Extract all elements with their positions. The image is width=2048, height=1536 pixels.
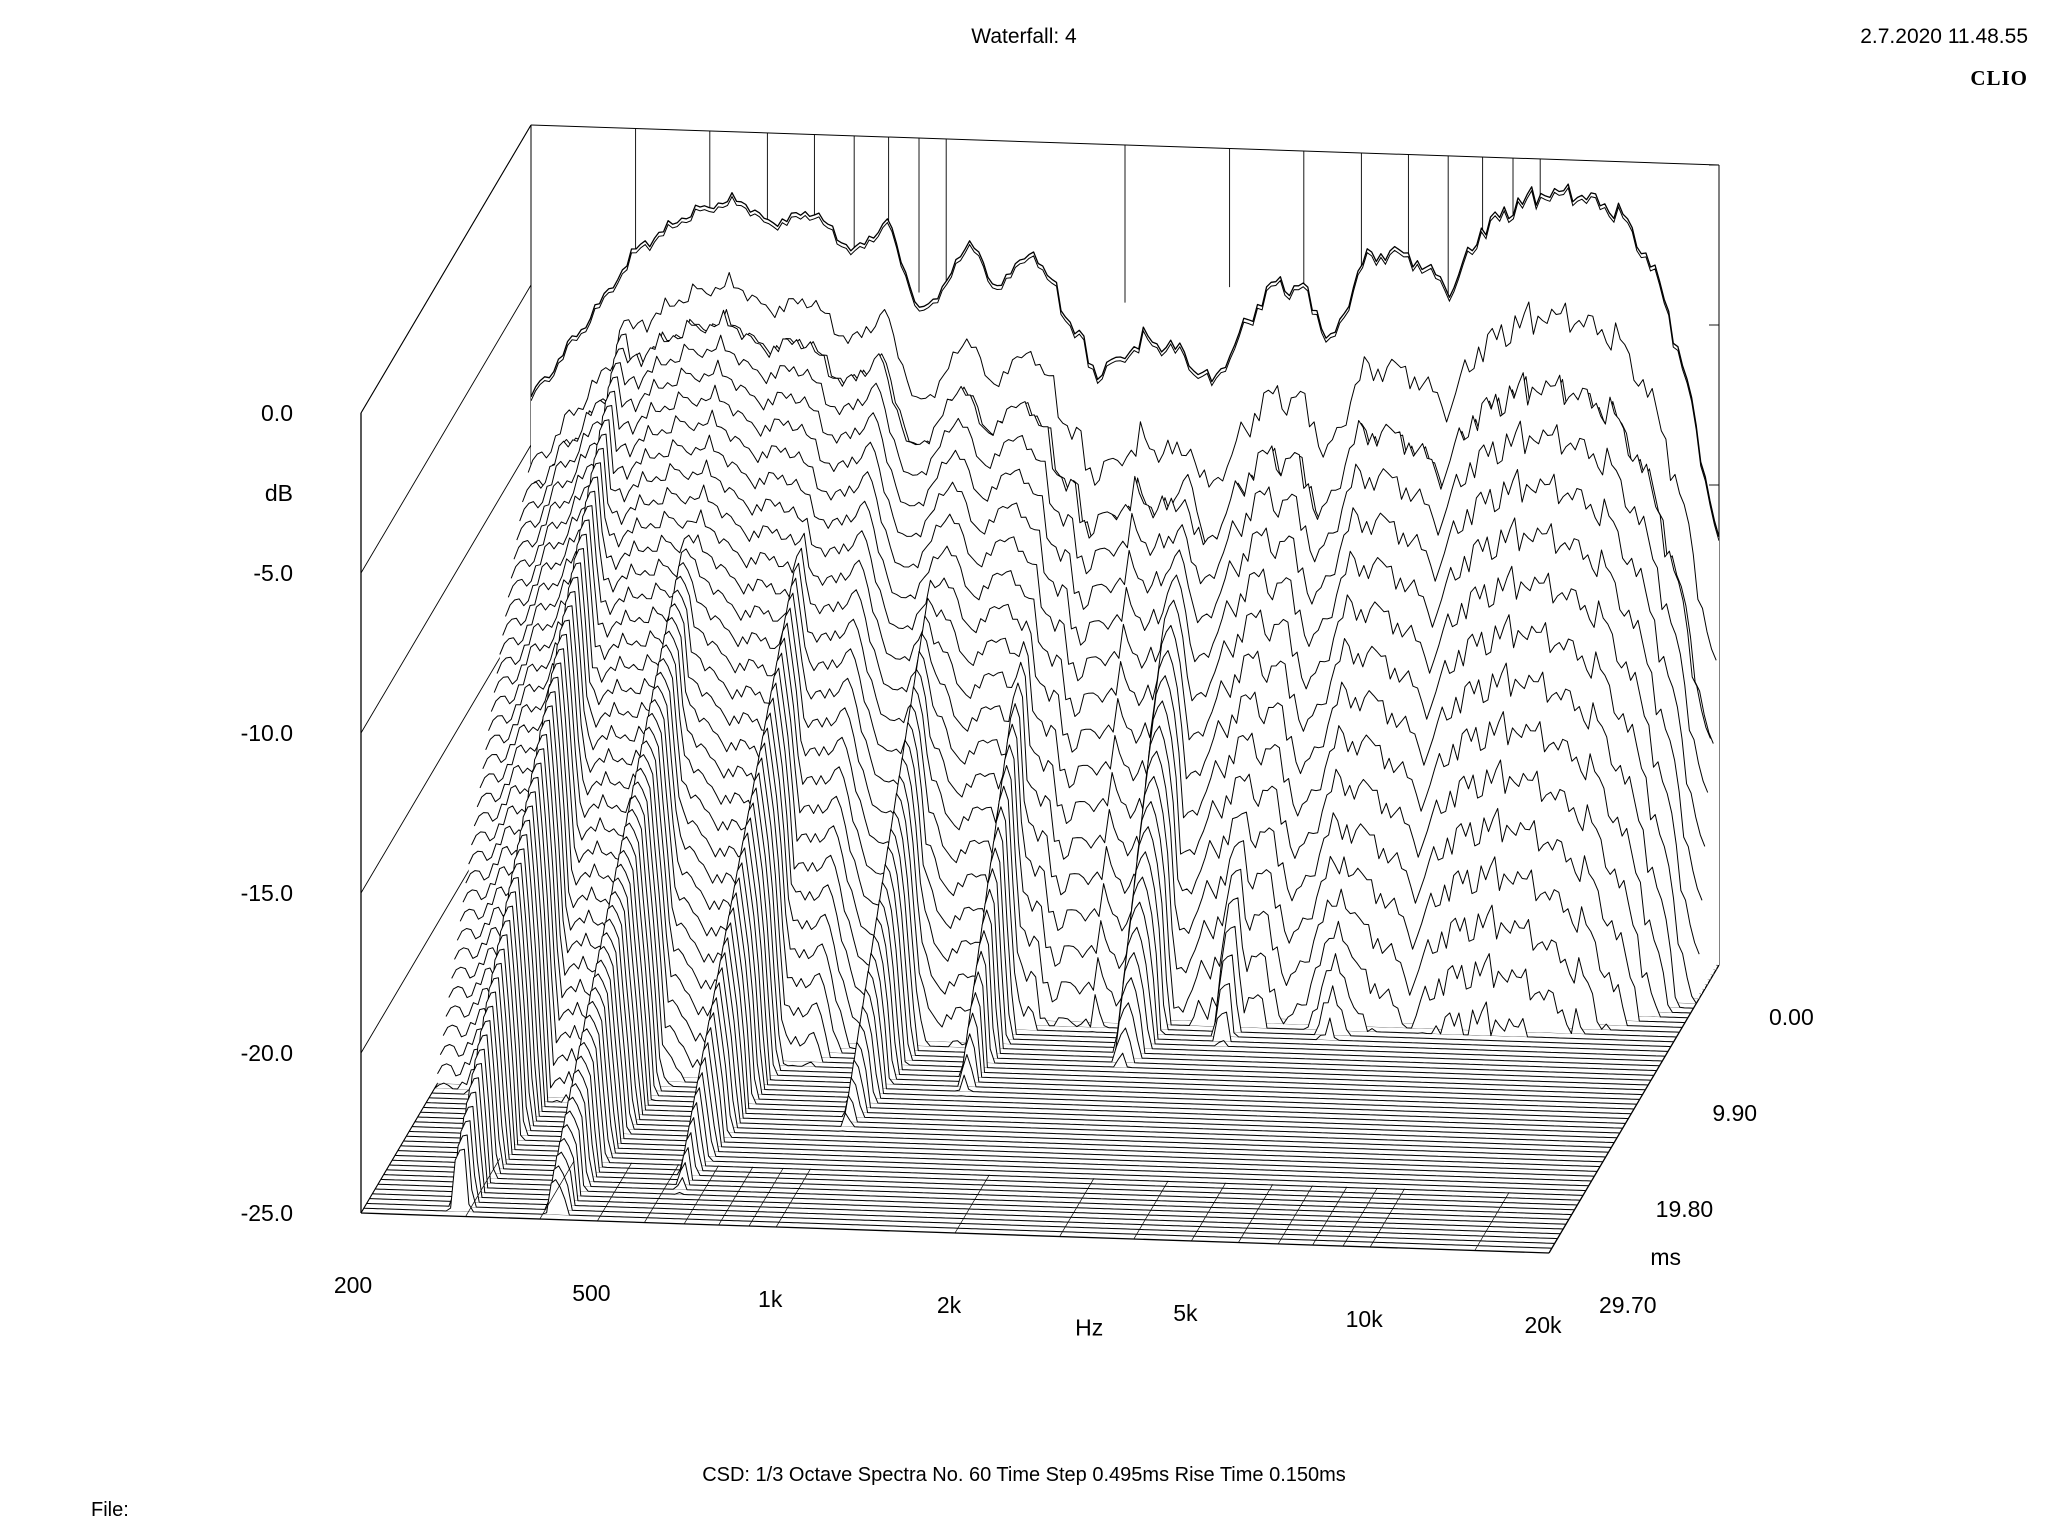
file-label: File: [91,1500,129,1520]
x-tick-label: 10k [1346,1306,1384,1332]
y-tick-label: -15.0 [241,880,293,906]
z-axis-label: ms [1650,1244,1681,1270]
y-tick-label: -20.0 [241,1040,293,1066]
y-tick-label: -10.0 [241,720,293,746]
y-axis-label: dB [265,480,293,506]
x-tick-label: 5k [1173,1300,1198,1326]
z-tick-label: 9.90 [1712,1100,1757,1126]
y-tick-label: -25.0 [241,1200,293,1226]
y-tick-label: 0.0 [261,400,293,426]
measurement-settings: CSD: 1/3 Octave Spectra No. 60 Time Step… [0,1465,2048,1485]
left-wall-db-line [361,285,531,573]
x-tick-label: 1k [758,1286,783,1312]
x-tick-label: 200 [334,1272,372,1298]
spectra-traces [364,184,1719,1250]
left-wall-db-line [361,125,531,413]
x-tick-label: 20k [1524,1312,1562,1338]
z-tick-label: 19.80 [1656,1196,1714,1222]
x-tick-label: 2k [937,1292,962,1318]
y-tick-label: -5.0 [253,560,293,586]
x-tick-label: 500 [572,1280,610,1306]
z-tick-label: 29.70 [1599,1292,1657,1318]
z-tick-label: 0.00 [1769,1004,1814,1030]
x-axis-label: Hz [1075,1314,1103,1340]
